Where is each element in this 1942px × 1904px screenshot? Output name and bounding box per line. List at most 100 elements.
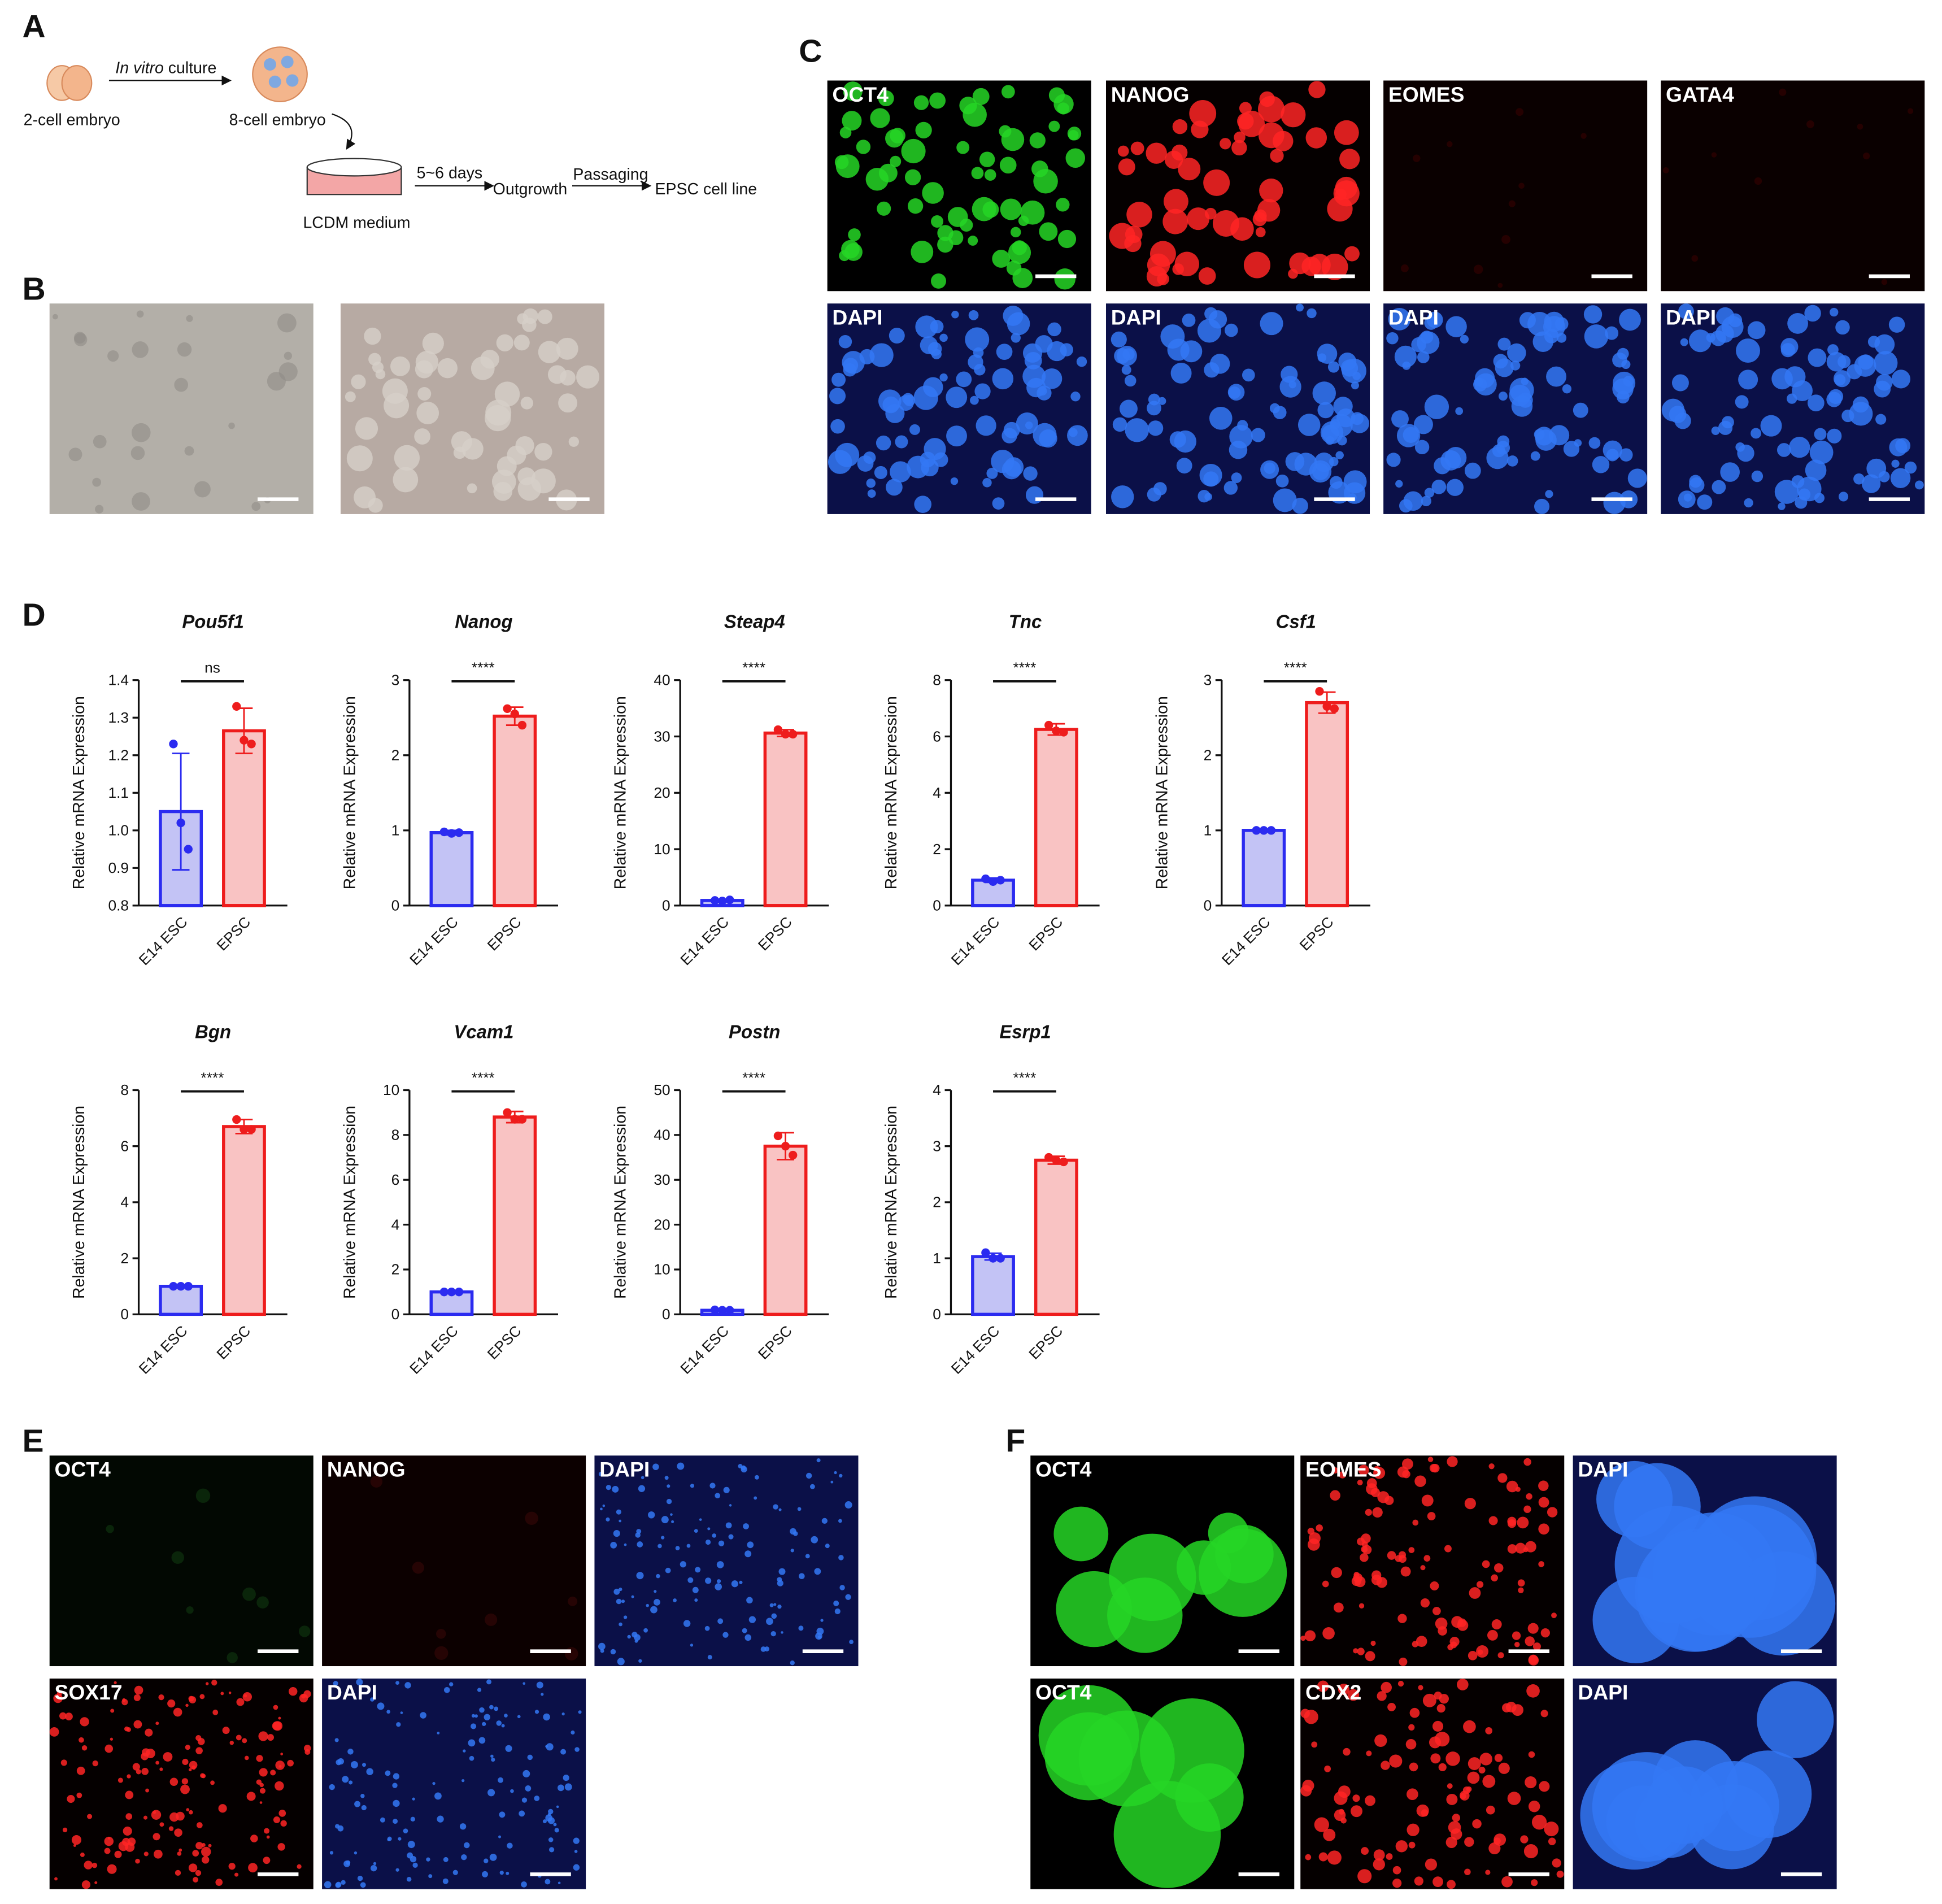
micrograph [1661,303,1925,514]
cell-blob [443,1857,449,1862]
cell-blob [192,1850,199,1857]
cell-blob [250,1835,258,1842]
cell-blob [1528,1801,1540,1812]
cell-blob [1463,1720,1476,1733]
cell-blob [1421,495,1431,507]
cell-blob [228,1863,236,1870]
cell-blob [637,1541,643,1547]
data-point [725,1306,734,1315]
cell-blob [1351,381,1359,390]
cell-blob [574,1850,578,1853]
cell-blob [1861,474,1881,493]
cell-blob [598,1642,606,1650]
data-point [517,720,527,730]
cell-blob [1048,120,1060,132]
cell-blob [1067,127,1082,141]
cell-blob [705,1577,712,1584]
chart-title: Vcam1 [454,1021,513,1042]
cell-blob [180,1784,190,1794]
cell-blob [811,1536,818,1544]
cell-blob [1148,420,1164,436]
cell-blob [738,1464,743,1469]
cell-blob [658,1544,662,1549]
cell-blob [1580,133,1587,139]
cell-blob [1397,1680,1404,1687]
cell-blob [496,334,513,351]
cell-blob [452,1870,458,1875]
cell-blob [790,1528,796,1535]
data-point [710,1305,720,1315]
cell-blob [1547,1507,1558,1518]
bar [763,731,808,907]
cell-blob [234,1872,239,1877]
cell-blob [1514,1642,1520,1647]
cell-blob [1403,491,1423,511]
image-background [1300,1455,1565,1667]
cell-blob [835,442,860,467]
cell-blob [999,125,1012,138]
cell-blob [574,1747,580,1752]
cell-blob [890,128,905,144]
cell-blob [1596,1460,1673,1538]
cell-blob [522,1770,530,1777]
y-tick-label: 2 [120,1250,129,1267]
y-tick-label: 3 [391,671,400,688]
cell-blob [1237,112,1254,130]
cell-blob [461,438,484,460]
cell-blob [186,1606,194,1614]
y-tick-label: 1.1 [108,784,129,801]
data-point [510,1115,519,1124]
cell-blob [491,1757,495,1762]
cell-blob [167,1699,176,1708]
cell-blob [1255,227,1266,237]
y-tick-label: 0 [662,897,670,914]
cell-blob [600,1507,603,1511]
cell-blob [275,1781,284,1791]
cell-blob [1334,1791,1348,1805]
cell-blob [1121,365,1131,375]
y-tick-label: 20 [654,784,670,801]
cell-blob [1199,463,1222,486]
cell-blob [171,1551,184,1564]
cell-blob [920,336,938,354]
cell-blob [329,1851,334,1855]
cell-blob [202,1856,210,1864]
cell-blob [538,341,561,363]
cell-blob [886,479,903,496]
cell-blob [1149,241,1176,267]
bar [763,1144,808,1316]
data-point [789,1150,798,1160]
cell-blob [273,1705,278,1710]
cell-blob [527,1754,533,1760]
cell-blob [394,445,420,471]
cell-blob [1422,1693,1436,1707]
cell-blob [1445,1836,1457,1849]
cell-blob [1662,167,1669,173]
cell-blob [865,168,889,191]
cell-blob [68,447,82,462]
cell-blob [553,1823,557,1827]
cell-blob [1351,1805,1362,1818]
cell-blob [489,1854,497,1861]
data-point [989,1254,998,1263]
cell-blob [561,1712,565,1716]
x-tick-label: E14 ESC [948,914,1003,969]
cell-blob [1434,457,1451,475]
significance-label: **** [201,1069,224,1086]
cell-blob [287,1759,294,1767]
cell-blob [1778,502,1786,510]
cell-blob [889,328,905,344]
cell-blob [519,1810,525,1817]
cell-blob [1353,1648,1358,1654]
cell-blob [573,1837,580,1844]
cell-blob [830,419,845,434]
cell-blob [652,1463,659,1471]
cell-blob [1260,460,1279,479]
cell-blob [661,1516,669,1524]
cell-blob [1003,305,1024,326]
cell-blob [965,327,990,352]
image-label: DAPI [599,1458,650,1481]
cell-blob [443,1686,450,1693]
cell-blob [123,1826,132,1836]
cell-blob [845,1594,851,1600]
